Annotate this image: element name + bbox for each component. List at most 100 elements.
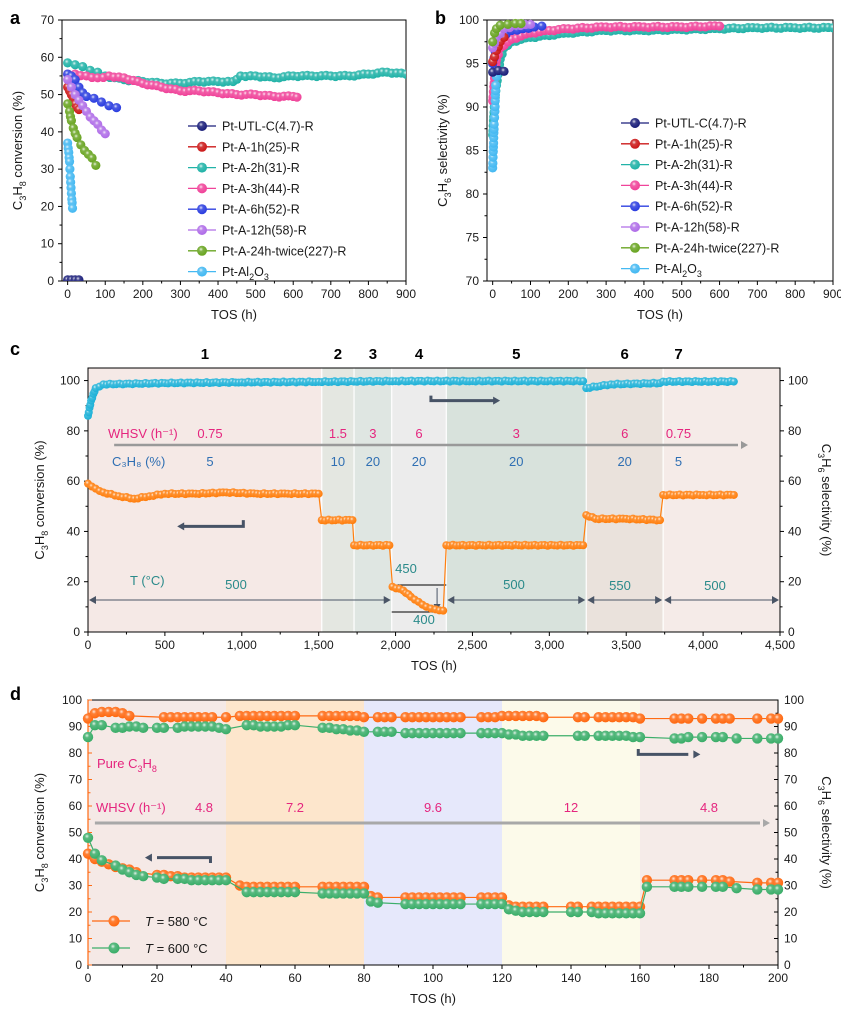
data-point-shine: [66, 82, 76, 92]
whsv-value: 6: [621, 426, 628, 441]
t-arrow-head: [447, 596, 455, 604]
label-subscript: 3: [697, 269, 702, 279]
label-subscript: 3: [40, 545, 50, 550]
data-point-shine: [630, 138, 640, 149]
data-point: [220, 723, 232, 735]
legend-marker: [108, 942, 120, 954]
data-point: [78, 62, 88, 72]
data-point-shine: [525, 19, 536, 29]
t-value: 450: [395, 561, 417, 576]
x-tick-label: 100: [95, 287, 115, 301]
x-tick-label: 400: [208, 287, 228, 301]
data-point: [66, 116, 76, 126]
label-part: H: [819, 458, 834, 467]
data-point: [729, 377, 738, 386]
t-arrow-head: [89, 596, 96, 604]
label-subscript: 8: [40, 863, 50, 868]
legend-label: Pt-A-3h(44)-R: [655, 179, 733, 193]
label-subscript: 6: [443, 178, 453, 183]
c3h8-value: 20: [366, 454, 380, 469]
data-point-shine: [197, 183, 207, 194]
region-5: 5 3 20: [445, 346, 587, 632]
region-7: 7 0.75 5: [662, 346, 780, 632]
whsv-arrow-head: [741, 441, 748, 449]
y-tick-label-left: 100: [60, 374, 80, 388]
legend-marker: [197, 266, 207, 277]
data-point-shine: [385, 541, 394, 550]
right-axis-indicator-arrow: [636, 749, 689, 756]
t-arrow-head: [664, 596, 672, 604]
data-point-shine: [66, 116, 76, 126]
data-point-shine: [72, 132, 82, 143]
x-tick-label: 100: [520, 287, 540, 301]
data-point: [138, 871, 149, 882]
label-part: O: [687, 262, 697, 276]
series-Pt-UTL-C(4.7)-R: [488, 65, 509, 77]
x-tick-label: 400: [634, 287, 654, 301]
data-point: [579, 541, 588, 550]
data-point-shine: [96, 855, 108, 866]
x-tick-label: 500: [672, 287, 692, 301]
y-axis-title-left: C3H8 conversion (%): [32, 440, 50, 559]
data-point-shine: [630, 242, 640, 253]
x-tick-label: 900: [823, 287, 841, 301]
data-point-shine: [495, 20, 505, 30]
data-point-shine: [752, 733, 763, 744]
data-point-shine: [538, 906, 549, 918]
data-point-shine: [717, 731, 728, 743]
data-point: [731, 882, 742, 894]
data-point-shine: [358, 888, 370, 899]
series-T-=-600-°C-selectivity: [82, 719, 784, 744]
label-part: C: [10, 201, 25, 210]
data-point: [696, 731, 708, 743]
data-point-shine: [314, 489, 323, 498]
data-point: [717, 731, 728, 743]
data-point-shine: [516, 18, 526, 29]
data-point: [96, 855, 108, 866]
label-part: H: [435, 183, 450, 192]
label-part: C: [819, 776, 834, 785]
label-part: Pt-Al: [222, 265, 249, 279]
t-value: 400: [413, 612, 435, 627]
data-point-shine: [158, 873, 170, 885]
data-point-shine: [752, 713, 763, 724]
label-part: C: [435, 197, 450, 206]
region-background: [663, 368, 780, 632]
x-tick-label: 60: [288, 971, 302, 985]
data-point-shine: [82, 731, 94, 743]
region-background: [354, 368, 392, 632]
data-point: [104, 101, 114, 111]
plot-area: [63, 58, 406, 281]
data-point: [64, 157, 75, 167]
whsv-value: 0.75: [197, 426, 222, 441]
data-point: [752, 713, 763, 724]
data-point-shine: [656, 516, 665, 525]
region-number: 6: [621, 346, 629, 363]
y-tick-label-right: 90: [784, 720, 798, 734]
x-tick-label: 200: [133, 287, 153, 301]
data-point-shine: [82, 832, 94, 843]
data-point-shine: [630, 263, 640, 274]
data-point: [683, 713, 694, 724]
y-tick-label-right: 80: [788, 424, 802, 438]
whsv-value: 0.75: [666, 426, 691, 441]
y-tick-label-left: 60: [69, 799, 83, 813]
data-point-shine: [197, 204, 207, 215]
data-point-shine: [683, 713, 694, 724]
data-point-shine: [538, 730, 549, 741]
y-tick-label: 60: [41, 50, 55, 64]
t-value: 500: [704, 578, 726, 593]
legend-label: Pt-A-1h(25)-R: [655, 137, 733, 151]
data-point-shine: [401, 69, 406, 79]
data-point-shine: [538, 712, 549, 723]
whsv-value: 1.5: [329, 426, 347, 441]
data-point-shine: [491, 80, 501, 90]
data-point-shine: [537, 21, 547, 31]
whsv-label: WHSV (h⁻¹): [96, 800, 166, 815]
data-point: [634, 713, 646, 724]
y-tick-label-left: 0: [73, 625, 80, 639]
data-point: [372, 897, 383, 908]
data-point-shine: [96, 719, 108, 731]
legend-item: Pt-A-1h(25)-R: [188, 140, 300, 154]
t-arrow-head: [383, 596, 391, 604]
